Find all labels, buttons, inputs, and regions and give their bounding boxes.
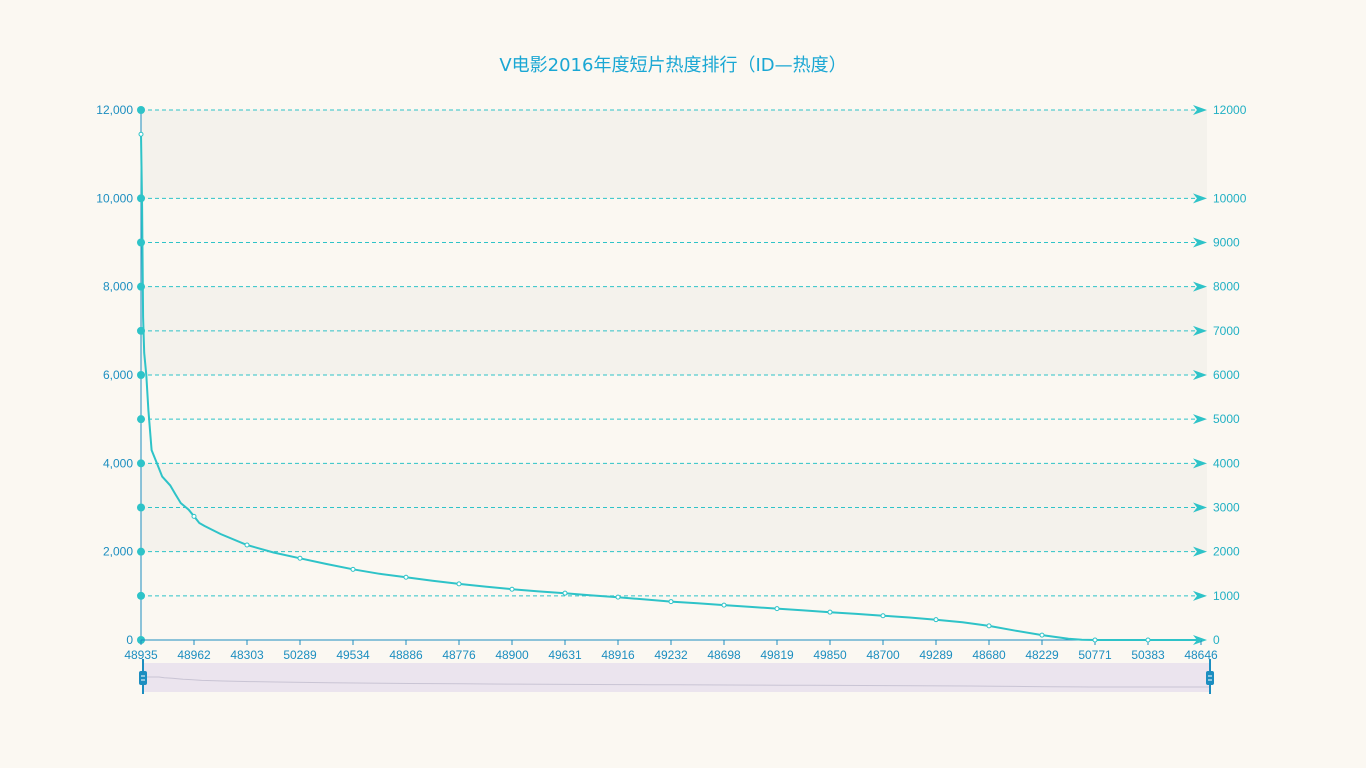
y-left-axis-dot [137, 415, 145, 424]
y-left-axis-dot [137, 503, 145, 512]
y-left-axis-dot [137, 371, 145, 379]
y-right-arrow-icon [1193, 590, 1207, 601]
data-point [880, 613, 886, 619]
data-point [562, 590, 568, 596]
x-tick-label: 48680 [972, 648, 1006, 662]
data-point [615, 594, 621, 600]
y-right-tick-label: 8000 [1213, 280, 1240, 294]
y-left-tick-label: 6,000 [103, 368, 133, 382]
y-right-tick-label: 4000 [1213, 456, 1240, 470]
left-axis: 0 2,000 4,000 6,000 8,000 10,000 12,000 [96, 103, 145, 647]
zoom-preview-line [143, 676, 1210, 688]
y-right-arrow-icon [1193, 193, 1207, 204]
x-tick-label: 48646 [1184, 648, 1218, 662]
y-right-arrow-icon [1193, 414, 1207, 425]
x-tick-label: 50383 [1131, 648, 1165, 662]
y-right-tick-label: 3000 [1213, 501, 1240, 515]
x-tick-label: 48700 [866, 648, 900, 662]
background-band [141, 110, 1207, 199]
data-point [350, 566, 356, 572]
data-point [509, 586, 515, 592]
y-left-axis-dot [137, 591, 145, 600]
data-point [1092, 637, 1098, 643]
data-point [774, 606, 780, 612]
chart-title: V电影2016年度短片热度排行（ID—热度） [499, 55, 846, 76]
x-tick-label: 50771 [1078, 648, 1112, 662]
x-tick-label: 48698 [707, 648, 741, 662]
x-tick-label: 49819 [760, 648, 794, 662]
right-axis: 0 1000 2000 3000 4000 5000 6000 7000 8000 9000 100… [1193, 103, 1247, 647]
data-point [668, 599, 674, 605]
y-right-tick-label: 1000 [1213, 589, 1240, 603]
x-tick-label: 48916 [601, 648, 635, 662]
y-right-tick-label: 12000 [1213, 103, 1247, 117]
y-right-tick-label: 7000 [1213, 324, 1240, 338]
y-right-arrow-icon [1193, 546, 1207, 557]
y-left-axis-dot [137, 547, 145, 556]
y-right-arrow-icon [1193, 458, 1207, 469]
y-left-tick-label: 2,000 [103, 545, 133, 559]
zoom-handle-right[interactable] [1206, 671, 1214, 685]
y-right-arrow-icon [1193, 370, 1207, 380]
series-line [140, 134, 1201, 641]
data-point [721, 602, 727, 608]
y-right-tick-label: 9000 [1213, 236, 1240, 250]
data-point [138, 131, 144, 137]
data-point [244, 542, 250, 548]
x-tick-label: 49850 [813, 648, 847, 662]
y-right-arrow-icon [1193, 502, 1207, 513]
x-tick-label: 48962 [177, 648, 211, 662]
y-right-tick-label: 2000 [1213, 545, 1240, 559]
y-left-tick-label: 8,000 [103, 280, 133, 294]
zoom-handle-left[interactable] [139, 671, 147, 685]
y-right-tick-label: 0 [1213, 633, 1220, 647]
x-axis: 48935 48962 48303 50289 49534 48886 48776 48900… [124, 639, 1218, 662]
y-right-arrow-icon [1193, 325, 1207, 336]
y-left-axis-dot [137, 106, 145, 114]
x-tick-label: 48900 [495, 648, 529, 662]
y-right-tick-label: 6000 [1213, 368, 1240, 382]
data-point [933, 617, 939, 623]
x-tick-label: 50289 [283, 648, 317, 662]
x-tick-label: 49534 [336, 648, 370, 662]
data-point [1145, 637, 1151, 643]
y-left-tick-label: 12,000 [96, 103, 133, 117]
data-point [1039, 632, 1045, 638]
series-layer [138, 131, 1201, 643]
y-right-tick-label: 5000 [1213, 412, 1240, 426]
data-point [827, 609, 833, 615]
y-left-tick-label: 0 [126, 633, 133, 647]
y-left-axis-dot [137, 459, 145, 468]
x-tick-label: 48303 [230, 648, 264, 662]
data-point [191, 513, 197, 519]
y-right-arrow-icon [1193, 105, 1207, 115]
y-right-arrow-icon [1193, 281, 1207, 292]
x-tick-label: 48229 [1025, 648, 1059, 662]
data-point [986, 623, 992, 629]
gridlines [141, 109, 1201, 597]
data-point [297, 555, 303, 561]
y-right-tick-label: 10000 [1213, 191, 1247, 205]
y-left-tick-label: 4,000 [103, 456, 133, 470]
data-point [403, 574, 409, 580]
x-tick-label: 49289 [919, 648, 953, 662]
y-left-axis-dot [137, 238, 145, 247]
y-right-arrow-icon [1193, 237, 1207, 248]
x-tick-label: 49232 [654, 648, 688, 662]
x-tick-label: 48776 [442, 648, 476, 662]
x-tick-label: 48935 [124, 648, 158, 662]
zoom-slider-track[interactable] [143, 663, 1210, 692]
x-tick-label: 48886 [389, 648, 423, 662]
x-tick-label: 49631 [548, 648, 582, 662]
data-point [456, 581, 462, 587]
zoom-slider[interactable] [139, 659, 1214, 694]
y-left-tick-label: 10,000 [96, 191, 133, 205]
